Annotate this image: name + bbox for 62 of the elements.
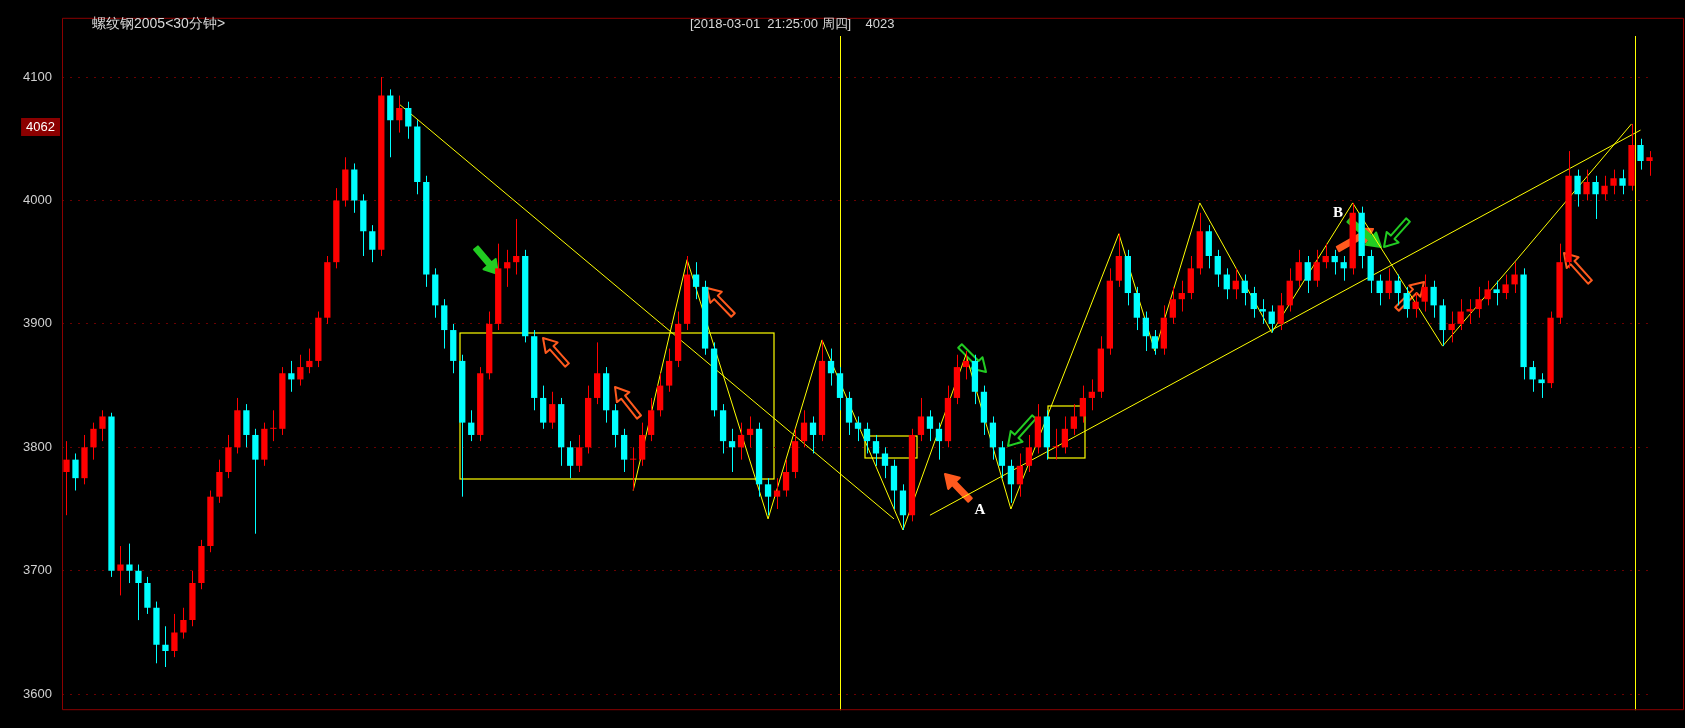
candlestick [288, 360, 295, 393]
candlestick [1583, 169, 1590, 201]
candlestick [1637, 138, 1644, 171]
y-tick-label: 3700 [23, 562, 52, 578]
candlestick [1448, 311, 1455, 343]
candlestick [261, 422, 268, 467]
candlestick [1259, 298, 1266, 325]
candlestick [1502, 274, 1509, 300]
candlestick [1547, 311, 1554, 389]
candlestick [1592, 175, 1599, 220]
candlestick [1619, 169, 1626, 195]
candlestick [1466, 298, 1473, 325]
candlestick [1529, 360, 1536, 393]
y-tick-label: 3900 [23, 315, 52, 331]
candlestick [99, 409, 106, 442]
candlestick [126, 543, 133, 584]
text: 4062 [26, 118, 55, 134]
chart-title: 螺纹钢2005<30分钟> [92, 14, 226, 31]
candlestick [225, 434, 232, 479]
y-tick-label: 4100 [23, 68, 52, 84]
candlestick [198, 539, 205, 590]
candlestick [1457, 298, 1464, 331]
candlestick [1538, 372, 1545, 399]
candlestick [1610, 169, 1617, 195]
annotation: A [974, 500, 986, 517]
candlestick [117, 545, 124, 596]
candlestick [1565, 150, 1572, 269]
candlestick [252, 428, 259, 535]
candlestick [153, 601, 160, 664]
candlestick [1556, 243, 1563, 325]
candlestick [90, 422, 97, 461]
candlestick [1439, 298, 1446, 347]
candlestick [171, 613, 178, 658]
candlestick [1493, 280, 1500, 306]
candlestick [270, 409, 277, 442]
candlestick [63, 440, 70, 516]
candlestick [243, 403, 250, 448]
y-tick-label: 3800 [23, 438, 52, 454]
candlestick [216, 459, 223, 504]
candlestick [108, 412, 115, 578]
candlestick [180, 607, 187, 640]
candlestick [1574, 169, 1581, 208]
candlestick [1430, 280, 1437, 319]
candlestick [1646, 150, 1653, 177]
candlestick [1628, 123, 1635, 192]
candlestick [81, 434, 88, 485]
candlestick [1520, 267, 1527, 380]
candlestick [207, 490, 214, 553]
candlestick [234, 397, 241, 454]
candlestick [1475, 286, 1482, 319]
candlestick [189, 570, 196, 627]
y-tick-label: 4000 [23, 192, 52, 208]
candlestick [144, 576, 151, 615]
candlestick [72, 452, 79, 492]
chart-subtitle: [2018-03-01 21:25:00 周四] 4023 [690, 15, 895, 31]
annotation: B [1332, 203, 1344, 220]
candlestick [279, 366, 286, 436]
y-tick-label: 3600 [23, 685, 52, 701]
candlestick [1484, 280, 1491, 306]
candlestick [162, 625, 169, 668]
candlestick [1421, 274, 1428, 313]
candlestick [135, 564, 142, 621]
